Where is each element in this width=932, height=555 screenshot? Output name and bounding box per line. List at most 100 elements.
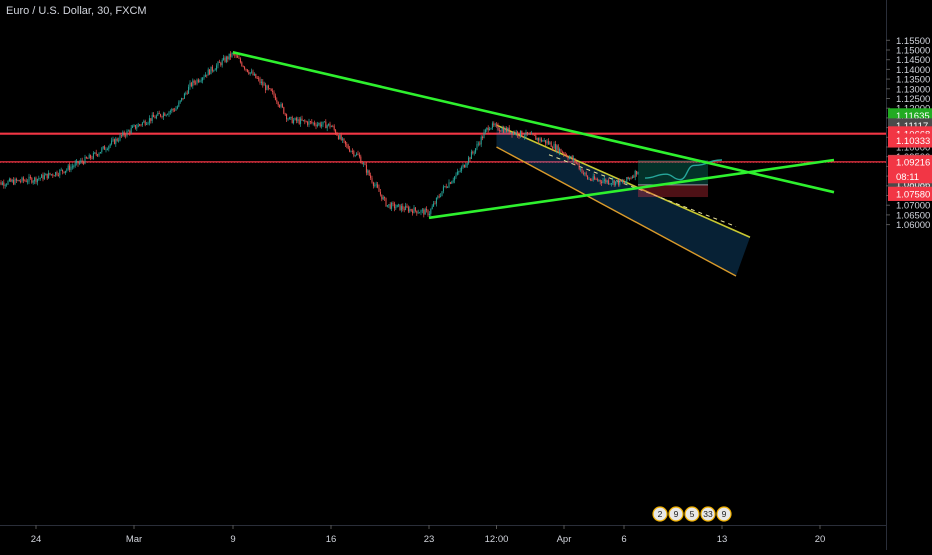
- candle-body: [73, 166, 74, 167]
- candle-body: [559, 149, 560, 152]
- y-tick-label: 1.07000: [896, 201, 930, 212]
- candle-body: [436, 198, 437, 204]
- candle-body: [348, 145, 349, 148]
- candle-body: [131, 128, 132, 133]
- candle-body: [180, 100, 181, 102]
- candle-body: [71, 167, 72, 170]
- candle-body: [612, 180, 613, 183]
- y-tick-label: 1.15000: [896, 46, 930, 57]
- candle-body: [600, 180, 601, 182]
- candle-body: [138, 125, 139, 128]
- price-tag-label: 08:11: [896, 172, 919, 183]
- event-marker[interactable]: 33: [701, 507, 715, 521]
- y-tick-label: 1.12500: [896, 94, 930, 105]
- candle-body: [547, 141, 548, 143]
- y-tick-label: 1.14500: [896, 55, 930, 66]
- event-marker[interactable]: 9: [717, 507, 731, 521]
- candle-body: [423, 210, 424, 215]
- candle-body: [282, 104, 283, 107]
- candle-body: [320, 123, 321, 126]
- candle-body: [99, 153, 100, 155]
- candle-body: [512, 132, 513, 135]
- candle-body: [41, 175, 42, 178]
- candle-body: [619, 180, 620, 185]
- candle-body: [247, 69, 248, 72]
- candle-body: [135, 125, 136, 128]
- candle-body: [3, 182, 4, 185]
- event-marker[interactable]: 5: [685, 507, 699, 521]
- candle-body: [535, 136, 536, 140]
- candle-body: [34, 178, 35, 182]
- event-marker[interactable]: 2: [653, 507, 667, 521]
- candle-body: [384, 197, 385, 198]
- profit-zone: [638, 160, 708, 185]
- candle-body: [76, 161, 77, 163]
- candle-body: [12, 180, 13, 182]
- candle-body: [394, 204, 395, 209]
- candle-body: [601, 182, 602, 183]
- candle-body: [92, 158, 93, 159]
- candle-body: [331, 126, 332, 127]
- candle-body: [323, 122, 324, 125]
- candle-body: [370, 175, 371, 178]
- candle-body: [59, 170, 60, 175]
- candle-body: [391, 203, 392, 209]
- candle-body: [122, 132, 123, 135]
- candle-body: [562, 152, 563, 153]
- candle-body: [366, 165, 367, 173]
- candle-body: [292, 117, 293, 123]
- candle-body: [246, 69, 247, 70]
- candle-body: [274, 92, 275, 96]
- candle-body: [1, 182, 2, 185]
- candle-body: [72, 166, 73, 167]
- candle-body: [405, 206, 406, 210]
- candle-body: [554, 144, 555, 149]
- candle-body: [582, 169, 583, 173]
- candle-body: [398, 204, 399, 205]
- candle-body: [561, 149, 562, 152]
- candle-body: [24, 180, 25, 181]
- candle-body: [380, 192, 381, 195]
- candle-body: [369, 170, 370, 175]
- candle-body: [54, 176, 55, 177]
- price-tag-label: 1.07580: [896, 189, 930, 200]
- candle-body: [558, 145, 559, 152]
- candle-body: [307, 122, 308, 125]
- candle-body: [358, 154, 359, 155]
- candle-body: [531, 134, 532, 135]
- candle-body: [500, 131, 501, 132]
- candle-body: [363, 163, 364, 164]
- event-marker[interactable]: 9: [669, 507, 683, 521]
- candle-body: [516, 132, 517, 134]
- candle-body: [316, 125, 317, 126]
- candle-body: [241, 62, 242, 66]
- candle-body: [257, 78, 258, 79]
- candle-body: [19, 180, 20, 181]
- candle-body: [472, 152, 473, 153]
- candle-body: [514, 132, 515, 134]
- candle-body: [191, 83, 192, 86]
- candle-body: [188, 87, 189, 94]
- candle-body: [82, 160, 83, 161]
- candle-body: [397, 205, 398, 208]
- candle-body: [328, 124, 329, 126]
- candle-body: [169, 112, 170, 115]
- candle-body: [202, 78, 203, 81]
- candle-body: [9, 179, 10, 181]
- candle-body: [324, 122, 325, 123]
- candle-body: [530, 134, 531, 135]
- candle-body: [10, 179, 11, 182]
- candle-body: [335, 130, 336, 134]
- candle-body: [478, 144, 479, 145]
- candle-body: [416, 211, 417, 214]
- candle-body: [155, 117, 156, 118]
- candle-body: [533, 134, 534, 135]
- candle-body: [156, 116, 157, 119]
- candle-body: [258, 78, 259, 79]
- candle-body: [198, 80, 199, 82]
- candle-body: [288, 119, 289, 120]
- candle-body: [201, 80, 202, 81]
